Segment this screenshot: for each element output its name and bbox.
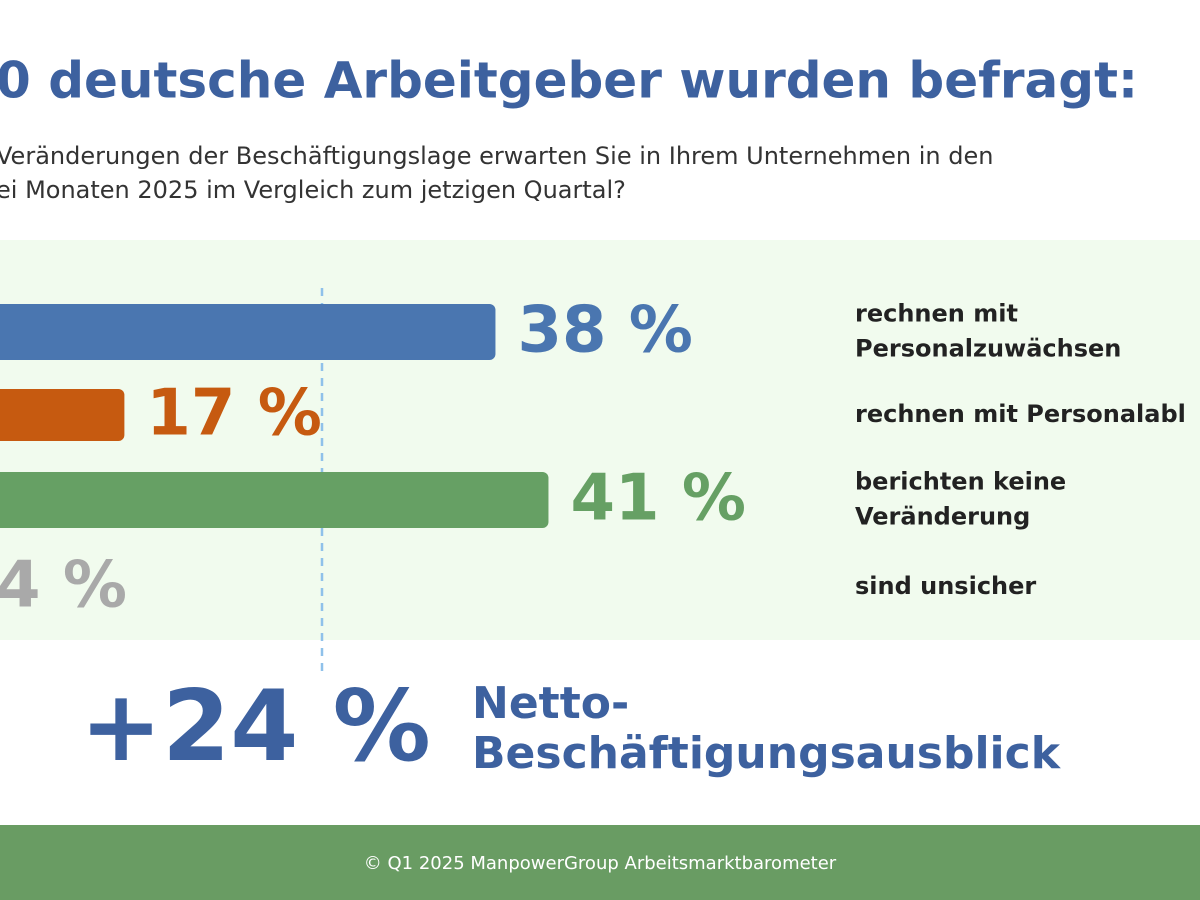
value-label: 4 %: [0, 549, 127, 623]
net-caption: Beschäftigungsausblick: [472, 728, 1062, 779]
footer: © Q1 2025 ManpowerGroup Arbeitsmarktbaro…: [364, 853, 837, 874]
category-label: berichten keine: [855, 468, 1066, 496]
net-caption: Netto-: [472, 678, 629, 729]
subtitle: Veränderungen der Beschäftigungslage erw…: [0, 142, 993, 170]
category-label: Personalzuwächsen: [855, 335, 1121, 363]
value-label: 38 %: [517, 294, 692, 368]
net-value: +24 %: [80, 670, 431, 784]
bar: [0, 472, 549, 528]
title: 0 deutsche Arbeitgeber wurden befragt:: [0, 52, 1138, 110]
subtitle: ei Monaten 2025 im Vergleich zum jetzige…: [0, 176, 626, 204]
category-label: rechnen mit Personalabl: [855, 400, 1186, 428]
bar: [0, 304, 496, 360]
value-label: 41 %: [570, 462, 745, 536]
category-label: sind unsicher: [855, 572, 1036, 600]
value-label: 17 %: [146, 377, 321, 451]
footer-bar: [0, 825, 1200, 900]
category-label: rechnen mit: [855, 300, 1018, 328]
bar: [0, 389, 125, 441]
category-label: Veränderung: [855, 503, 1030, 531]
